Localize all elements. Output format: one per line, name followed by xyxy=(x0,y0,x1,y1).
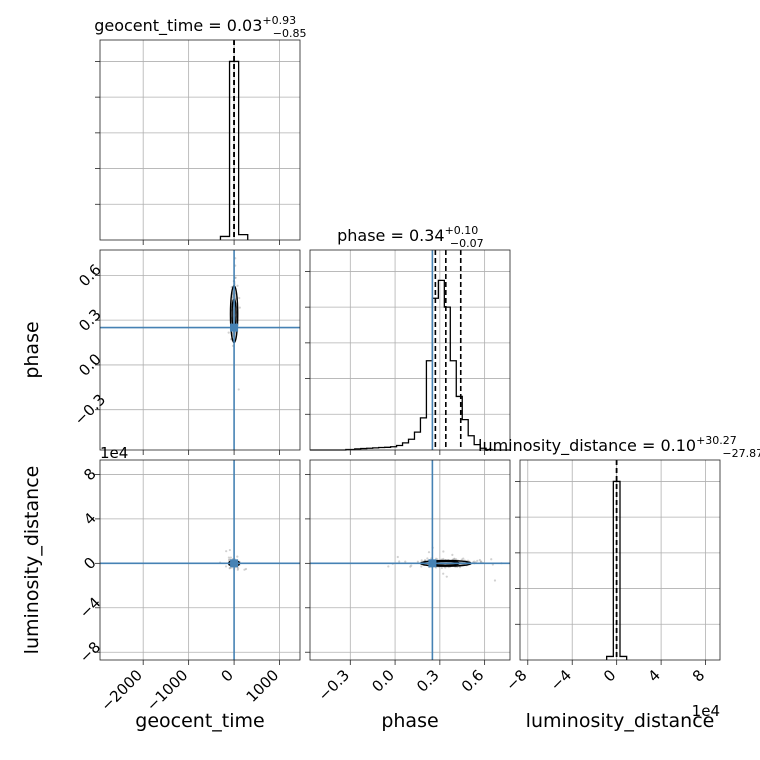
sample-point xyxy=(227,331,230,334)
sample-point xyxy=(455,558,458,561)
panel-title-geocent_time: geocent_time = 0.03+0.93 xyxy=(94,14,296,36)
sample-point xyxy=(416,560,419,563)
sample-point xyxy=(462,557,465,560)
truth-marker-geocent_time-phase xyxy=(230,323,239,332)
sample-point xyxy=(420,559,423,562)
sample-point xyxy=(478,558,481,562)
sample-point xyxy=(451,553,454,557)
sample-point xyxy=(228,566,232,570)
sample-point xyxy=(427,551,431,554)
xtick-label-geocent_time-2: 0 xyxy=(217,666,236,685)
xtick-label-geocent_time-1: −1000 xyxy=(143,666,192,715)
offset-label-y-luminosity_distance: 1e4 xyxy=(100,444,128,462)
sample-point xyxy=(440,566,443,570)
yaxis-label-luminosity_distance: luminosity_distance xyxy=(21,466,43,655)
panel-title-minus-phase: −0.07 xyxy=(450,237,484,250)
sample-point xyxy=(229,556,232,559)
panel-title-main-phase: phase = 0.34 xyxy=(337,226,444,245)
xtick-label-phase-2: 0.3 xyxy=(413,666,443,696)
xtick-label-phase-1: 0.0 xyxy=(368,666,398,696)
sample-point xyxy=(493,579,497,582)
sample-point xyxy=(228,548,231,552)
hist-frame-geocent_time xyxy=(99,39,301,241)
sample-point xyxy=(224,565,228,568)
sample-point xyxy=(420,565,423,568)
panel-title-minus-geocent_time: −0.85 xyxy=(273,27,307,40)
xtick-label-geocent_time-0: −2000 xyxy=(97,666,146,715)
frames-layer xyxy=(95,39,721,665)
histogram-phase xyxy=(310,279,510,451)
xtick-label-phase-3: 0.6 xyxy=(458,666,488,696)
panel-title-luminosity_distance: luminosity_distance = 0.10+30.27 xyxy=(478,434,737,456)
sample-point xyxy=(234,276,237,279)
sample-point xyxy=(444,566,447,569)
sample-point xyxy=(231,296,234,299)
panel-frame-geocent_time-luminosity_distance xyxy=(99,459,301,661)
sample-point xyxy=(479,560,483,563)
panel-title-plus-phase: +0.10 xyxy=(445,224,479,237)
sample-point xyxy=(227,558,231,562)
histogram-luminosity_distance xyxy=(606,480,628,660)
sample-point xyxy=(473,560,476,563)
sample-point xyxy=(238,306,241,309)
offset-label-x-luminosity_distance: 1e4 xyxy=(692,702,720,720)
hist-frame-phase xyxy=(309,249,511,451)
sample-point xyxy=(460,558,463,561)
panel-title-phase: phase = 0.34+0.10 xyxy=(337,224,478,245)
sample-point xyxy=(490,558,493,561)
sample-point xyxy=(227,556,230,559)
xaxis-label-phase: phase xyxy=(381,710,438,732)
truth-marker-geocent_time-luminosity_distance xyxy=(230,559,239,568)
sample-point xyxy=(238,296,241,300)
sample-point xyxy=(410,564,413,567)
panel-title-plus-luminosity_distance: +30.27 xyxy=(696,434,737,447)
sample-point xyxy=(404,560,407,563)
sample-point xyxy=(244,567,248,571)
yaxis-label-phase: phase xyxy=(21,321,43,378)
xtick-label-phase-0: −0.3 xyxy=(315,666,353,704)
histogram-geocent_time xyxy=(219,60,249,240)
sample-point xyxy=(243,568,246,571)
sample-point xyxy=(442,572,445,575)
xtick-label-geocent_time-3: 1000 xyxy=(243,666,283,706)
panel-title-main-luminosity_distance: luminosity_distance = 0.10 xyxy=(478,436,696,456)
sample-point xyxy=(236,568,239,571)
sample-point xyxy=(435,557,438,560)
sample-point xyxy=(453,558,456,561)
sample-point xyxy=(225,550,228,553)
sample-point xyxy=(236,555,239,558)
xtick-label-luminosity_distance-0: −8 xyxy=(502,666,530,694)
xaxis-label-luminosity_distance: luminosity_distance xyxy=(526,710,715,732)
xtick-label-luminosity_distance-3: 4 xyxy=(644,666,663,685)
sample-point xyxy=(398,560,401,563)
panel-frame-geocent_time-phase xyxy=(99,249,301,451)
sample-point xyxy=(236,284,239,287)
sample-point xyxy=(396,555,399,559)
panel-title-plus-geocent_time: +0.93 xyxy=(262,14,296,27)
sample-point xyxy=(387,565,390,568)
sample-point xyxy=(237,567,240,570)
sample-point xyxy=(409,565,412,568)
sample-point xyxy=(442,550,445,553)
truth-marker-phase-luminosity_distance xyxy=(428,559,437,568)
panel-title-main-geocent_time: geocent_time = 0.03 xyxy=(94,16,262,36)
sample-point xyxy=(476,559,479,562)
sample-point xyxy=(237,388,240,391)
sample-point xyxy=(479,560,482,563)
panel-title-minus-luminosity_distance: −27.87 xyxy=(722,447,760,460)
xtick-label-luminosity_distance-1: −4 xyxy=(547,666,575,694)
sample-point xyxy=(445,575,448,578)
xtick-label-luminosity_distance-4: 8 xyxy=(689,666,708,685)
xaxis-label-geocent_time: geocent_time xyxy=(135,710,264,732)
hist-frame-luminosity_distance xyxy=(519,459,721,661)
sample-point xyxy=(442,557,445,561)
sample-point xyxy=(426,557,429,560)
sample-point xyxy=(228,567,231,570)
sample-point xyxy=(453,557,456,560)
xtick-label-luminosity_distance-2: 0 xyxy=(600,666,619,685)
marks-layer xyxy=(100,40,628,660)
panel-frame-phase-luminosity_distance xyxy=(309,459,511,661)
